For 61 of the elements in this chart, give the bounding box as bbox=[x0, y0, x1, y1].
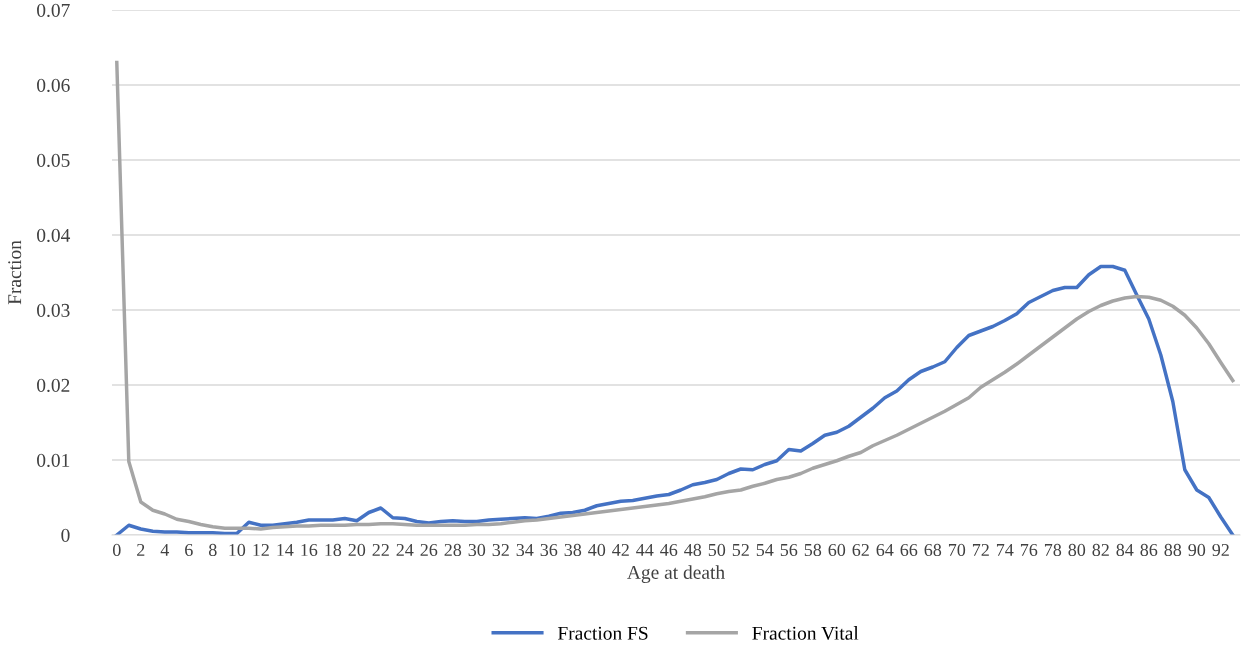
line-series bbox=[115, 264, 1235, 535]
x-tick-label: 10 bbox=[229, 543, 246, 557]
y-tick-label: 0.04 bbox=[37, 228, 71, 243]
y-tick-label: 0.01 bbox=[37, 453, 70, 468]
x-tick-label: 46 bbox=[660, 543, 678, 557]
legend-label: Fraction FS bbox=[557, 626, 648, 640]
x-tick-label: 36 bbox=[540, 543, 558, 557]
x-tick-label: 26 bbox=[420, 543, 438, 557]
legend-label: Fraction Vital bbox=[752, 626, 859, 640]
x-tick-label: 60 bbox=[828, 543, 846, 557]
y-tick-label: 0.02 bbox=[37, 378, 70, 393]
x-tick-label: 22 bbox=[372, 543, 389, 556]
x-tick-label: 6 bbox=[185, 543, 193, 557]
x-tick-label: 90 bbox=[1188, 543, 1206, 557]
x-tick-label: 62 bbox=[852, 543, 869, 557]
x-tick-label: 68 bbox=[924, 543, 942, 557]
x-tick-label: 28 bbox=[444, 543, 462, 557]
x-tick-label: 50 bbox=[708, 543, 726, 557]
x-tick-label: 4 bbox=[160, 543, 170, 556]
x-tick-label: 24 bbox=[396, 543, 414, 556]
x-tick-label: 44 bbox=[636, 543, 654, 556]
x-tick-label: 12 bbox=[253, 543, 269, 556]
x-tick-label: 76 bbox=[1020, 543, 1038, 557]
y-axis-title: Fraction bbox=[8, 240, 22, 305]
x-tick-label: 66 bbox=[900, 543, 918, 557]
x-tick-label: 92 bbox=[1212, 543, 1229, 557]
x-tick-label: 16 bbox=[301, 543, 318, 557]
y-tick-label: 0.07 bbox=[37, 3, 70, 18]
x-tick-label: 78 bbox=[1044, 543, 1062, 557]
x-tick-label: 14 bbox=[277, 543, 294, 556]
x-tick-label: 32 bbox=[492, 543, 509, 557]
x-tick-label: 42 bbox=[612, 543, 629, 556]
x-tick-label: 74 bbox=[996, 543, 1014, 556]
y-tick-label: 0.03 bbox=[37, 303, 70, 318]
y-tick-label: 0.06 bbox=[37, 78, 70, 93]
x-tick-label: 72 bbox=[972, 543, 989, 556]
x-tick-label: 2 bbox=[137, 543, 145, 556]
x-tick-label: 70 bbox=[948, 543, 966, 557]
x-tick-label: 54 bbox=[756, 543, 774, 557]
x-tick-label: 52 bbox=[732, 543, 749, 557]
x-tick-label: 8 bbox=[208, 543, 217, 557]
x-tick-label: 30 bbox=[468, 543, 486, 557]
y-tick-label: 0 bbox=[61, 528, 70, 542]
x-tick-label: 84 bbox=[1116, 543, 1134, 557]
x-tick-label: 48 bbox=[684, 543, 702, 557]
x-axis-title: Age at death bbox=[627, 565, 725, 583]
x-tick-label: 58 bbox=[804, 543, 822, 557]
line-series bbox=[115, 60, 1235, 531]
x-tick-label: 40 bbox=[588, 543, 606, 557]
x-tick-label: 64 bbox=[876, 543, 894, 557]
x-tick-label: 0 bbox=[112, 543, 121, 557]
x-tick-label: 80 bbox=[1068, 543, 1086, 557]
x-tick-label: 34 bbox=[516, 543, 534, 557]
x-tick-label: 86 bbox=[1140, 543, 1158, 557]
x-tick-label: 38 bbox=[564, 543, 582, 557]
y-tick-label: 0.05 bbox=[37, 153, 70, 168]
x-tick-label: 88 bbox=[1164, 543, 1182, 557]
x-tick-label: 20 bbox=[348, 543, 366, 557]
x-tick-label: 82 bbox=[1092, 543, 1109, 557]
x-tick-label: 18 bbox=[325, 543, 342, 557]
x-tick-label: 56 bbox=[780, 543, 798, 557]
